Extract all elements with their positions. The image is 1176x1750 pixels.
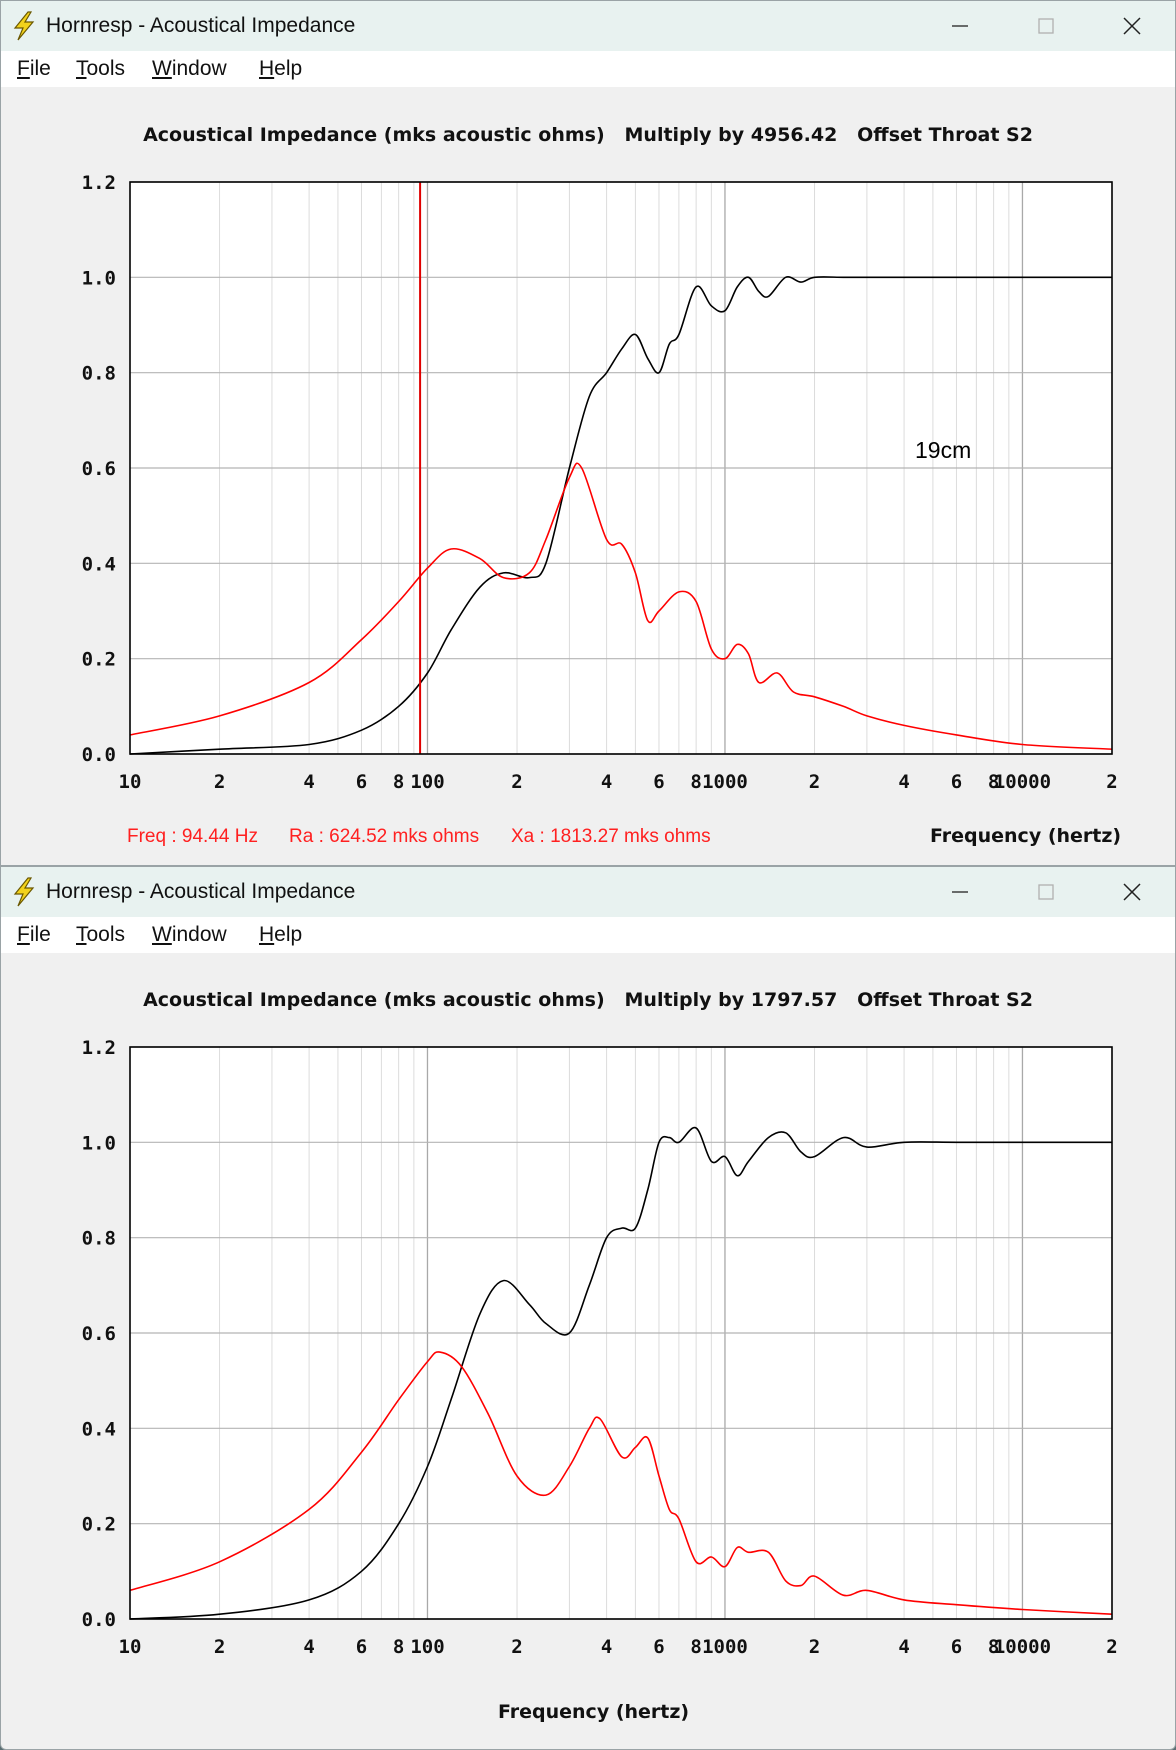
menu-file[interactable]: File xyxy=(17,923,51,946)
close-button[interactable] xyxy=(1100,867,1164,917)
y-tick-label: 0.0 xyxy=(82,744,116,766)
status-ra: Ra : 624.52 mks ohms xyxy=(289,826,480,847)
status-xa: Xa : 1813.27 mks ohms xyxy=(511,826,711,847)
status-freq: Freq : 94.44 Hz xyxy=(127,826,258,847)
x-tick-label: 8 xyxy=(988,771,999,793)
menu-window[interactable]: Window xyxy=(152,923,227,946)
annotation-19cm: 19cm xyxy=(915,437,972,463)
x-tick-label: 6 xyxy=(356,1636,367,1658)
y-tick-label: 1.2 xyxy=(82,1037,116,1059)
maximize-icon xyxy=(1038,884,1054,900)
impedance-chart[interactable]: 0.00.20.40.60.81.01.210 2 4 6 8 100 2 4 6 8 1000 2 4… xyxy=(1,867,1176,1750)
window-title: Hornresp - Acoustical Impedance xyxy=(46,14,356,37)
menu-help[interactable]: Help xyxy=(259,57,303,80)
x-tick-label: 2 xyxy=(214,771,225,793)
menu-bar: File Tools Window Help xyxy=(1,51,1175,87)
menu-tools[interactable]: Tools xyxy=(76,923,126,946)
plot-frame xyxy=(129,181,1113,755)
x-tick-label: 4 xyxy=(601,1636,612,1658)
x-tick-label: 1000 xyxy=(702,1636,748,1658)
series-line-black xyxy=(129,1126,1112,1620)
y-tick-label: 0.8 xyxy=(82,1228,116,1250)
x-tick-label: 1000 xyxy=(702,771,748,793)
menu-window[interactable]: Window xyxy=(152,57,227,80)
x-tick-label: 4 xyxy=(898,771,909,793)
x-tick-label: 10000 xyxy=(994,771,1051,793)
lightning-app-icon xyxy=(13,11,35,41)
x-tick-label: 10 xyxy=(119,1636,142,1658)
y-tick-label: 0.8 xyxy=(82,363,116,385)
x-axis-label: Frequency (hertz) xyxy=(930,825,1122,847)
x-axis-label: Frequency (hertz) xyxy=(498,1701,690,1723)
menu-tools[interactable]: Tools xyxy=(76,57,126,80)
x-tick-label: 8 xyxy=(393,1636,404,1658)
x-tick-label: 100 xyxy=(410,771,444,793)
close-icon xyxy=(1123,17,1141,35)
x-tick-label: 8 xyxy=(393,771,404,793)
y-tick-label: 0.2 xyxy=(82,649,116,671)
x-tick-label: 6 xyxy=(653,1636,664,1658)
x-tick-label: 100 xyxy=(410,1636,444,1658)
series-line-red xyxy=(129,1351,1113,1615)
y-tick-label: 0.0 xyxy=(82,1609,116,1631)
menu-file[interactable]: File xyxy=(17,57,51,80)
maximize-icon xyxy=(1038,18,1054,34)
impedance-window-1: Hornresp - Acoustical Impedance File Too… xyxy=(0,0,1176,866)
y-tick-label: 0.6 xyxy=(82,458,116,480)
chart-title: Acoustical Impedance (mks acoustic ohms)… xyxy=(143,124,1033,146)
x-tick-label: 4 xyxy=(898,1636,909,1658)
x-tick-label: 6 xyxy=(951,1636,962,1658)
minimize-button[interactable] xyxy=(928,1,992,51)
x-tick-label: 2 xyxy=(1106,771,1117,793)
minimize-button[interactable] xyxy=(928,867,992,917)
series-line-red xyxy=(129,462,1113,750)
x-tick-label: 8 xyxy=(690,1636,701,1658)
y-tick-label: 0.4 xyxy=(82,553,116,575)
close-icon xyxy=(1123,883,1141,901)
x-tick-label: 10000 xyxy=(994,1636,1051,1658)
x-tick-label: 2 xyxy=(511,771,522,793)
x-tick-label: 2 xyxy=(1106,1636,1117,1658)
y-tick-label: 0.6 xyxy=(82,1323,116,1345)
plot-frame xyxy=(129,1046,1113,1620)
y-tick-label: 1.0 xyxy=(82,267,116,289)
x-tick-label: 6 xyxy=(653,771,664,793)
impedance-chart[interactable]: 0.00.20.40.60.81.01.210 2 4 6 8 100 2 4 6 8 1000 2 4… xyxy=(1,1,1176,866)
x-tick-label: 6 xyxy=(356,771,367,793)
y-tick-label: 0.2 xyxy=(82,1514,116,1536)
maximize-button[interactable] xyxy=(1014,867,1078,917)
y-tick-label: 1.2 xyxy=(82,172,116,194)
x-tick-label: 4 xyxy=(303,771,314,793)
x-tick-label: 4 xyxy=(601,771,612,793)
impedance-window-2: Hornresp - Acoustical Impedance File Too… xyxy=(0,866,1176,1750)
lightning-app-icon xyxy=(13,877,35,907)
x-tick-label: 8 xyxy=(988,1636,999,1658)
title-bar[interactable]: Hornresp - Acoustical Impedance xyxy=(1,1,1175,51)
x-tick-label: 2 xyxy=(809,771,820,793)
y-tick-label: 0.4 xyxy=(82,1418,116,1440)
x-tick-label: 8 xyxy=(690,771,701,793)
title-bar[interactable]: Hornresp - Acoustical Impedance xyxy=(1,867,1175,917)
series-line-black xyxy=(129,276,1112,755)
close-button[interactable] xyxy=(1100,1,1164,51)
x-tick-label: 6 xyxy=(951,771,962,793)
maximize-button[interactable] xyxy=(1014,1,1078,51)
window-title: Hornresp - Acoustical Impedance xyxy=(46,880,356,903)
x-tick-label: 10 xyxy=(119,771,142,793)
menu-bar: File Tools Window Help xyxy=(1,917,1175,953)
y-tick-label: 1.0 xyxy=(82,1132,116,1154)
x-tick-label: 2 xyxy=(809,1636,820,1658)
minimize-icon xyxy=(952,891,968,893)
x-tick-label: 2 xyxy=(214,1636,225,1658)
x-tick-label: 4 xyxy=(303,1636,314,1658)
menu-help[interactable]: Help xyxy=(259,923,303,946)
x-tick-label: 2 xyxy=(511,1636,522,1658)
chart-title: Acoustical Impedance (mks acoustic ohms)… xyxy=(143,989,1033,1011)
minimize-icon xyxy=(952,25,968,27)
